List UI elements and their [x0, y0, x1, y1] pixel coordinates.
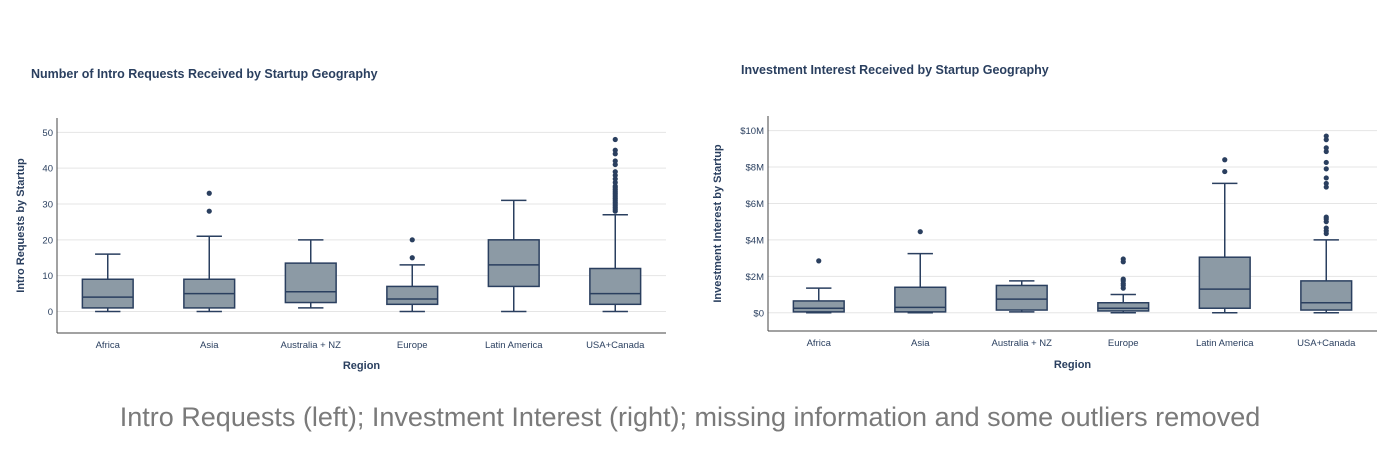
investment-box-usa-canada-outlier-point [1323, 184, 1329, 190]
intro-box-usa-canada-outlier-point [612, 158, 618, 164]
intro-x-tick-label-africa: Africa [96, 340, 121, 351]
intro-requests-chart-svg: Number of Intro Requests Received by Sta… [15, 67, 666, 372]
investment-box-africa-outlier-point [816, 258, 822, 264]
intro-box-asia-outlier-point [206, 190, 212, 196]
investment-y-tick-label: $2M [746, 272, 765, 283]
intro-y-tick-label: 40 [42, 164, 53, 175]
intro-box-europe-iqr [386, 285, 439, 306]
intro-box-latin-america-iqr [487, 239, 540, 288]
intro-box-usa-canada-outlier-point [612, 161, 618, 168]
intro-y-tick-label: 20 [42, 235, 53, 246]
investment-box-europe-iqr [1097, 302, 1150, 312]
intro-box-asia-outlier-point [206, 208, 212, 214]
investment-y-tick-label: $6M [746, 199, 765, 210]
intro-requests-chart: Number of Intro Requests Received by Sta… [0, 0, 690, 400]
intro-x-tick-label-europe: Europe [397, 340, 428, 351]
intro-x-tick-label-latin-america: Latin America [485, 340, 543, 351]
investment-box-latin-america-outlier-point [1222, 168, 1228, 175]
intro-box-latin-america [487, 199, 540, 313]
intro-box-usa-canada-outlier-point [612, 172, 618, 178]
intro-box-usa-canada-outlier-point [612, 169, 618, 175]
intro-box-europe-outlier-point [409, 255, 415, 261]
intro-box-usa-canada-outlier-point [612, 136, 618, 143]
intro-box-usa-canada-outlier-point [612, 151, 618, 157]
intro-y-tick-label: 30 [42, 200, 53, 211]
investment-x-tick-label-australia-nz: Australia + NZ [992, 338, 1053, 349]
intro-x-tick-label-asia: Asia [200, 340, 219, 351]
intro-box-usa-canada-outlier-point [612, 147, 618, 153]
investment-y-axis-title: Investment Interest by Startup [712, 144, 724, 303]
investment-y-tick-label: $8M [746, 163, 765, 174]
intro-x-axis-title: Region [343, 360, 381, 372]
investment-box-africa [792, 258, 845, 314]
investment-box-latin-america-outlier-point [1222, 157, 1228, 163]
intro-chart-title: Number of Intro Requests Received by Sta… [31, 67, 378, 81]
investment-box-usa-canada-outlier-point [1323, 175, 1329, 181]
intro-box-usa-canada-outlier-point [612, 176, 618, 182]
investment-box-usa-canada-outlier-point [1323, 148, 1329, 155]
intro-box-usa-canada-outlier-point [612, 183, 618, 189]
investment-chart-title: Investment Interest Received by Startup … [741, 63, 1049, 77]
investment-x-axis-title: Region [1054, 359, 1092, 371]
investment-box-usa-canada-outlier-point [1323, 214, 1329, 220]
investment-box-usa-canada [1300, 133, 1353, 314]
investment-box-usa-canada-outlier-point [1323, 159, 1329, 166]
investment-box-asia-iqr [894, 286, 947, 313]
investment-box-usa-canada-iqr [1300, 280, 1353, 311]
investment-box-africa-iqr [792, 300, 845, 313]
investment-box-asia-outlier-point [917, 229, 923, 235]
investment-x-tick-label-europe: Europe [1108, 338, 1139, 349]
intro-x-tick-label-australia-nz: Australia + NZ [281, 340, 342, 351]
investment-box-latin-america [1198, 157, 1251, 314]
figure-caption: Intro Requests (left); Investment Intere… [119, 402, 1261, 432]
intro-box-asia [183, 190, 236, 313]
investment-interest-chart-svg: Investment Interest Received by Startup … [712, 63, 1377, 371]
intro-box-usa-canada-outlier-point [612, 179, 618, 186]
intro-y-tick-label: 10 [42, 271, 53, 282]
investment-box-usa-canada-outlier-point [1323, 133, 1329, 139]
investment-box-usa-canada-outlier-point [1323, 145, 1329, 151]
investment-box-usa-canada-outlier-point [1323, 137, 1329, 143]
investment-box-usa-canada-outlier-point [1323, 166, 1329, 172]
intro-y-tick-label: 50 [42, 128, 53, 139]
intro-box-africa [81, 253, 134, 313]
investment-interest-chart: Investment Interest Received by Startup … [705, 0, 1395, 400]
intro-x-tick-label-usa-canada: USA+Canada [586, 340, 645, 351]
investment-x-tick-label-asia: Asia [911, 338, 930, 349]
intro-box-europe-outlier-point [409, 237, 415, 243]
intro-box-usa-canada-iqr [589, 267, 642, 306]
intro-box-africa-iqr [81, 278, 134, 309]
investment-box-usa-canada-outlier-point [1323, 180, 1329, 187]
investment-y-tick-label: $4M [746, 235, 765, 246]
intro-y-tick-label: 0 [48, 307, 53, 318]
investment-box-australia-nz-iqr [995, 284, 1048, 311]
investment-x-tick-label-usa-canada: USA+Canada [1297, 338, 1356, 349]
investment-box-australia-nz [995, 280, 1048, 313]
investment-y-tick-label: $10M [740, 126, 764, 137]
investment-box-europe-outlier-point [1120, 276, 1126, 282]
investment-box-europe-outlier-point [1120, 256, 1126, 262]
investment-box-europe [1097, 256, 1150, 314]
intro-box-europe [386, 237, 439, 313]
intro-y-axis-title: Intro Requests by Startup [15, 158, 27, 293]
investment-box-asia [894, 229, 947, 314]
investment-box-latin-america-iqr [1198, 256, 1251, 309]
intro-box-usa-canada [589, 136, 642, 313]
intro-box-australia-nz-iqr [284, 262, 337, 304]
investment-box-usa-canada-outlier-point [1323, 225, 1329, 231]
investment-x-tick-label-africa: Africa [807, 338, 832, 349]
intro-box-australia-nz [284, 239, 337, 309]
investment-x-tick-label-latin-america: Latin America [1196, 338, 1254, 349]
investment-y-tick-label: $0 [753, 308, 764, 319]
